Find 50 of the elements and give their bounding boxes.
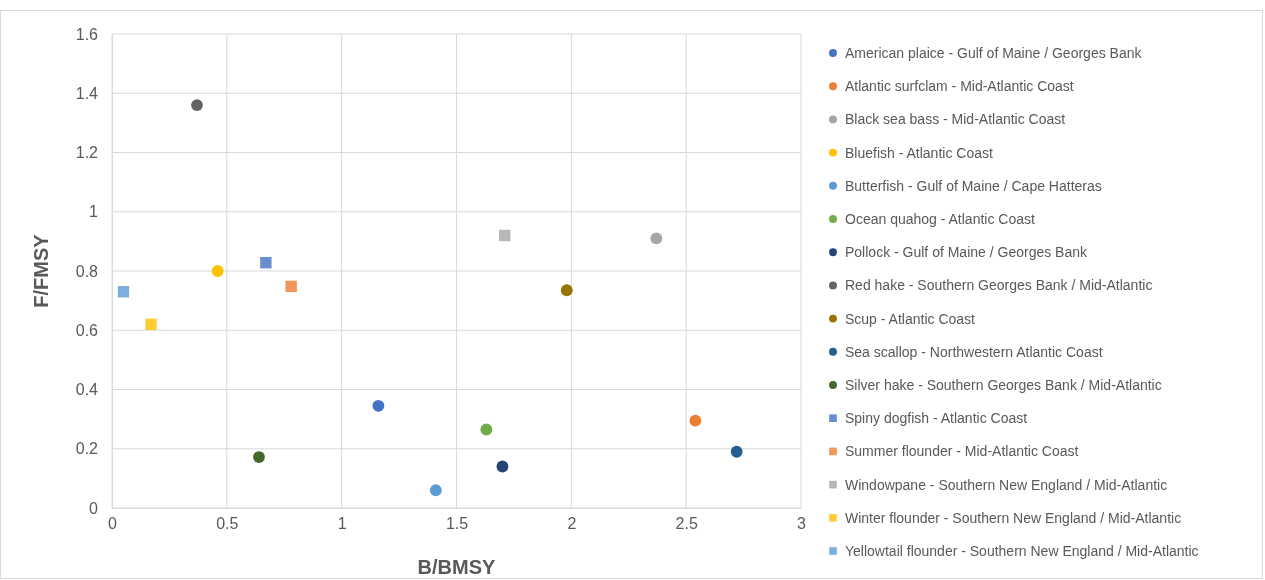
point [560,284,573,297]
point [429,484,442,497]
y-tick-label: 0.2 [75,440,99,458]
y-tick-label: 0.4 [75,381,99,399]
legend-label: Silver hake - Southern Georges Bank / Mid-Atlantic [845,377,1162,393]
legend-label: Bluefish - Atlantic Coast [845,144,993,161]
point [496,460,509,473]
legend-label: Pollock - Gulf of Maine / Georges Bank [845,244,1088,261]
y-tick-label: 1.6 [75,25,99,43]
point [285,280,297,293]
x-tick-label: 2 [567,515,577,533]
point [191,99,203,112]
x-tick-label: 3 [797,515,807,533]
point [499,229,511,242]
x-tick-label: 1 [337,515,347,533]
point [253,451,265,463]
legend-label: American plaice - Gulf of Maine / Georges Bank [845,45,1143,61]
x-tick-label: 0 [108,515,118,533]
legend-label: Summer flounder - Mid-Atlantic Coast [845,443,1079,460]
x-axis-title: B/BMSY [417,556,497,578]
point [372,399,385,412]
point [650,232,663,245]
legend-label: Windowpane - Southern New England / Mid-Atlantic [845,476,1168,493]
legend-label: Spiny dogfish - Atlantic Coast [845,410,1028,427]
point [260,257,272,269]
point [689,414,702,427]
y-tick-label: 0 [89,499,99,517]
legend-label: Sea scallop - Northwestern Atlantic Coast [845,343,1103,360]
y-axis-title: F/FMSY [30,233,52,308]
point [211,265,224,277]
y-tick-label: 0.6 [75,321,99,339]
legend-label: Red hake - Southern Georges Bank / Mid-Atlantic [845,277,1153,294]
y-tick-label: 1.2 [75,144,99,162]
legend-label: Yellowtail flounder - Southern New England / Mid-Atlantic [845,543,1199,559]
legend-label: Ocean quahog - Atlantic Coast [845,211,1036,227]
y-tick-label: 0.8 [75,262,99,280]
point [145,318,157,331]
legend-label: Scup - Atlantic Coast [845,310,976,327]
y-tick-label: 1.4 [75,84,99,102]
point [480,423,493,436]
point [117,286,130,298]
x-tick-label: 0.5 [216,515,239,533]
x-tick-label: 2.5 [675,515,698,533]
point [730,445,743,458]
legend-label: Butterfish - Gulf of Maine / Cape Hatteras [845,177,1102,194]
x-tick-label: 1.5 [445,515,469,533]
legend-label: Black sea bass - Mid-Atlantic Coast [845,111,1066,128]
y-tick-label: 1 [89,203,99,221]
legend-label: Atlantic surfclam - Mid-Atlantic Coast [845,78,1074,95]
legend-label: Winter flounder - Southern New England / Mid-Atlantic [845,509,1182,526]
